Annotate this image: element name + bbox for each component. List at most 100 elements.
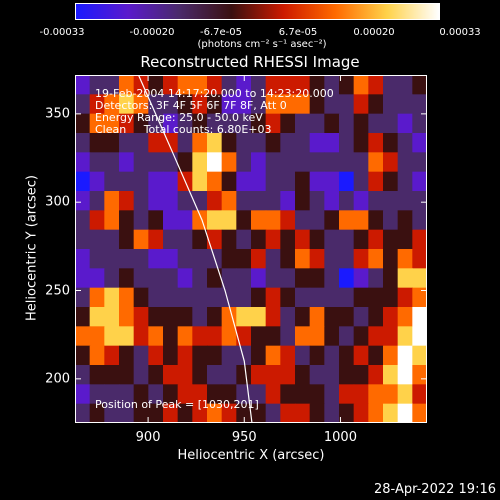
heatmap-cell — [251, 384, 267, 405]
heatmap-cell — [412, 229, 427, 250]
heatmap-cell — [177, 403, 193, 423]
heatmap-cell — [89, 191, 105, 211]
heatmap-cell — [163, 113, 179, 134]
heatmap-cell — [221, 249, 237, 269]
heatmap-cell — [412, 384, 427, 405]
heatmap-cell — [192, 229, 208, 250]
heatmap-cell — [397, 307, 413, 327]
heatmap-cell — [221, 326, 237, 347]
heatmap-cell — [265, 75, 281, 95]
heatmap-cell — [295, 171, 311, 192]
heatmap-cell — [207, 94, 223, 115]
heatmap-cell — [265, 307, 281, 327]
heatmap-cell — [119, 94, 135, 115]
heatmap-cell — [368, 94, 384, 115]
heatmap-cell — [368, 210, 384, 231]
heatmap-cell — [353, 403, 369, 423]
heatmap-cell — [353, 229, 369, 250]
heatmap-cell — [251, 268, 267, 289]
heatmap-cell — [324, 94, 340, 115]
heatmap-cell — [368, 229, 384, 250]
heatmap-cell — [309, 403, 325, 423]
heatmap-cell — [324, 249, 340, 269]
heatmap-cell — [324, 152, 340, 173]
heatmap-cell — [265, 268, 281, 289]
heatmap-cell — [412, 133, 427, 153]
heatmap-cell — [309, 229, 325, 250]
heatmap-cell — [104, 171, 120, 192]
heatmap-cell — [265, 384, 281, 405]
colorbar-tick: -6.7e-05 — [200, 27, 242, 38]
heatmap-cell — [309, 307, 325, 327]
heatmap-cell — [207, 75, 223, 95]
heatmap-cell — [353, 365, 369, 385]
heatmap-cell — [192, 113, 208, 134]
heatmap-cell — [89, 113, 105, 134]
heatmap-cell — [163, 210, 179, 231]
heatmap-cell — [309, 249, 325, 269]
heatmap-cell — [236, 133, 252, 153]
heatmap-cell — [177, 75, 193, 95]
heatmap-cell — [353, 191, 369, 211]
heatmap-cell — [339, 191, 355, 211]
heatmap-cell — [89, 403, 105, 423]
heatmap-cell — [353, 171, 369, 192]
heatmap-cell — [397, 210, 413, 231]
heatmap-cell — [295, 229, 311, 250]
heatmap-cell — [177, 345, 193, 366]
heatmap-cell — [295, 268, 311, 289]
heatmap-cell — [119, 249, 135, 269]
heatmap-cell — [236, 365, 252, 385]
heatmap-cell — [177, 229, 193, 250]
heatmap-cell — [309, 133, 325, 153]
heatmap-cell — [280, 229, 296, 250]
heatmap-cell — [368, 287, 384, 308]
heatmap-cell — [133, 249, 149, 269]
heatmap-cell — [192, 287, 208, 308]
heatmap-cell — [148, 249, 164, 269]
heatmap-cell — [148, 403, 164, 423]
heatmap-cell — [324, 287, 340, 308]
heatmap-cell — [251, 365, 267, 385]
heatmap-cell — [148, 268, 164, 289]
heatmap-cell — [339, 94, 355, 115]
heatmap-cell — [89, 287, 105, 308]
heatmap-cell — [265, 171, 281, 192]
heatmap-cell — [251, 307, 267, 327]
heatmap-cell — [251, 75, 267, 95]
heatmap-cell — [251, 94, 267, 115]
heatmap-cell — [148, 75, 164, 95]
heatmap-cell — [412, 307, 427, 327]
annotation-method: Clean Total counts: 6.80E+03 — [95, 123, 272, 136]
heatmap-cell — [133, 133, 149, 153]
heatmap-cell — [236, 287, 252, 308]
annotation-peak: Position of Peak = [1030,201] — [95, 398, 259, 411]
heatmap-cell — [104, 268, 120, 289]
heatmap-cell — [192, 191, 208, 211]
heatmap-cell — [119, 403, 135, 423]
heatmap-cell — [397, 345, 413, 366]
heatmap-cell — [236, 345, 252, 366]
heatmap-cell — [280, 210, 296, 231]
heatmap-cell — [148, 210, 164, 231]
heatmap-cell — [265, 345, 281, 366]
heatmap-cell — [309, 326, 325, 347]
heatmap-cell — [119, 365, 135, 385]
heatmap-cell — [397, 191, 413, 211]
colorbar — [75, 3, 440, 20]
heatmap-cell — [324, 210, 340, 231]
heatmap-cell — [177, 365, 193, 385]
heatmap-cell — [133, 287, 149, 308]
x-tick-label: 950 — [231, 430, 257, 445]
heatmap-cell — [163, 287, 179, 308]
heatmap-cell — [163, 249, 179, 269]
heatmap-cell — [295, 152, 311, 173]
heatmap-cell — [207, 113, 223, 134]
heatmap-cell — [221, 113, 237, 134]
heatmap-cell — [148, 191, 164, 211]
heatmap-cell — [280, 113, 296, 134]
heatmap-cell — [133, 384, 149, 405]
heatmap-cell — [163, 403, 179, 423]
heatmap-cell — [104, 249, 120, 269]
heatmap-plot — [75, 75, 427, 423]
